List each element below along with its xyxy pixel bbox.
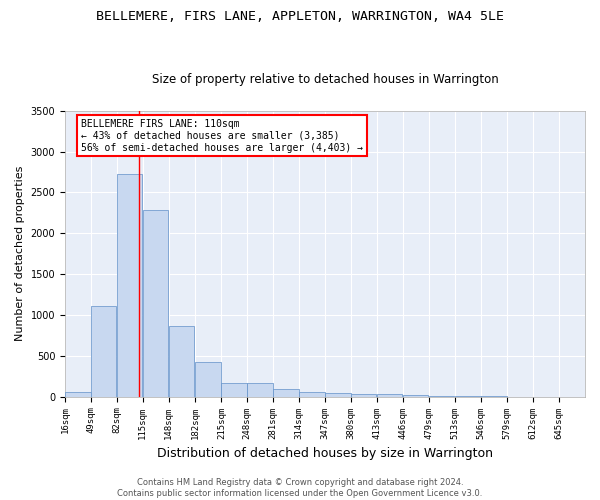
Bar (221, 383, 247, 396)
Title: Size of property relative to detached houses in Warrington: Size of property relative to detached ho… (152, 73, 499, 86)
Bar (247, 383, 273, 396)
Bar (143, 210, 169, 396)
Bar (91, 306, 116, 396)
Bar (273, 390, 299, 396)
Bar (196, 362, 221, 396)
Bar (169, 326, 194, 396)
Bar (351, 394, 376, 396)
X-axis label: Distribution of detached houses by size in Warrington: Distribution of detached houses by size … (157, 447, 493, 460)
Y-axis label: Number of detached properties: Number of detached properties (15, 166, 25, 342)
Text: Contains HM Land Registry data © Crown copyright and database right 2024.
Contai: Contains HM Land Registry data © Crown c… (118, 478, 482, 498)
Text: BELLEMERE FIRS LANE: 110sqm
← 43% of detached houses are smaller (3,385)
56% of : BELLEMERE FIRS LANE: 110sqm ← 43% of det… (80, 120, 362, 152)
Text: BELLEMERE, FIRS LANE, APPLETON, WARRINGTON, WA4 5LE: BELLEMERE, FIRS LANE, APPLETON, WARRINGT… (96, 10, 504, 23)
Bar (325, 392, 350, 396)
Bar (377, 394, 403, 396)
Bar (65, 392, 91, 396)
Bar (299, 392, 325, 396)
Bar (117, 174, 142, 396)
